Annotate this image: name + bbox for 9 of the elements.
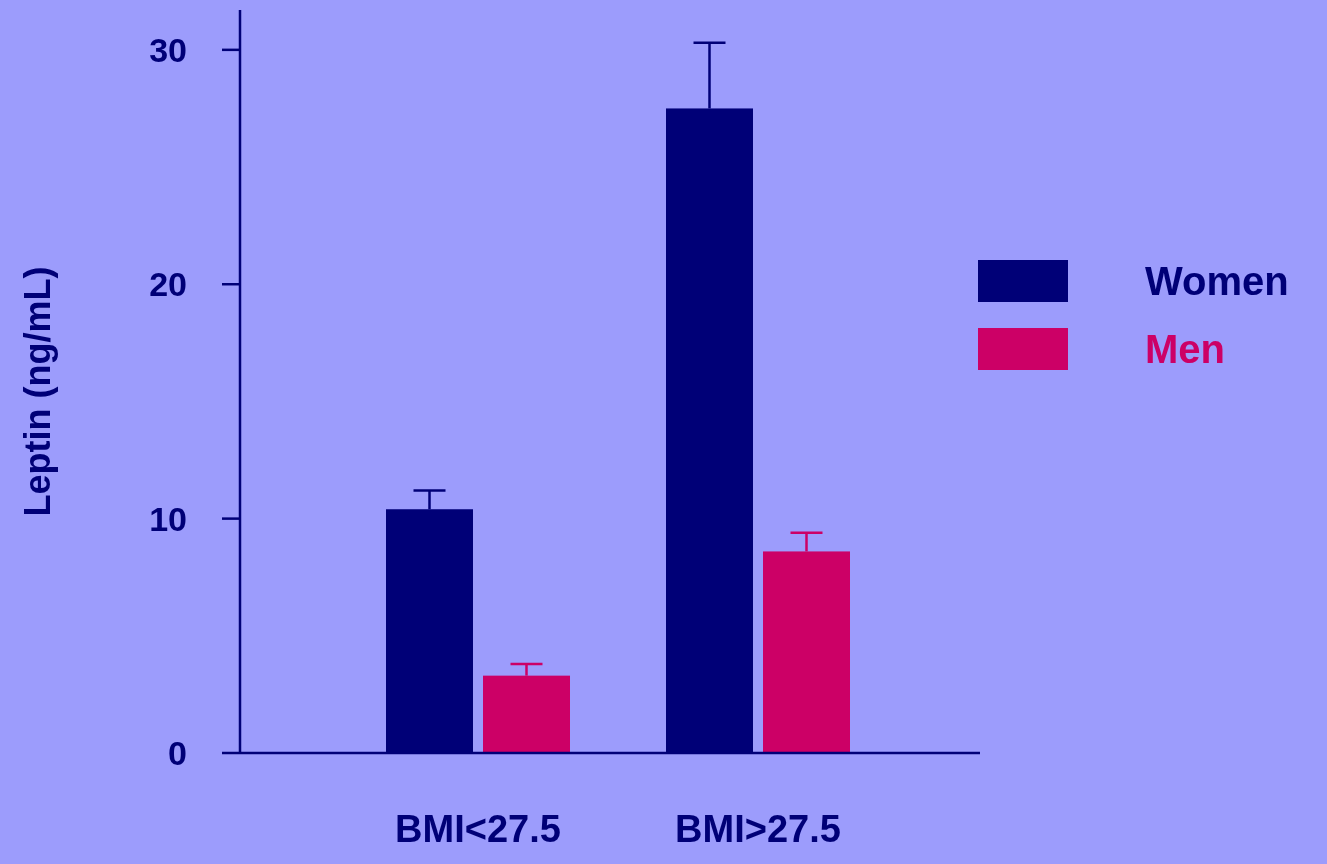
x-tick-label: BMI<27.5 <box>395 808 561 850</box>
legend-label: Men <box>1145 327 1225 371</box>
y-tick-label: 10 <box>149 499 187 538</box>
x-tick-label: BMI>27.5 <box>675 808 841 850</box>
y-axis-title: Leptin (ng/mL) <box>17 266 58 517</box>
y-tick-label: 0 <box>168 733 187 772</box>
legend-label: Women <box>1145 259 1289 303</box>
y-tick-label: 20 <box>149 265 187 304</box>
y-tick-label: 30 <box>149 30 187 69</box>
